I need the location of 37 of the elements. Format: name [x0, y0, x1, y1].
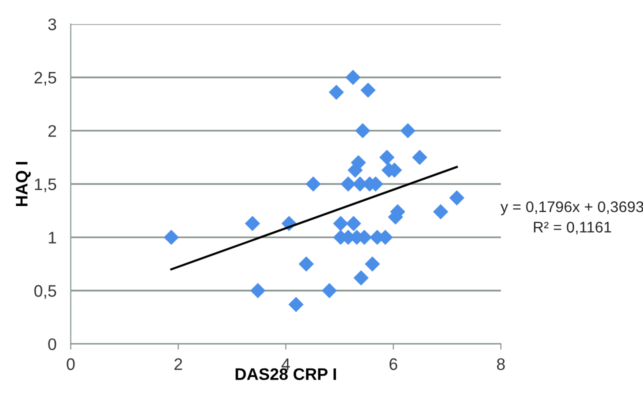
point [250, 283, 266, 298]
annotation: y = 0,1796x + 0,3693 [500, 201, 643, 216]
x-tick-label: 6 [390, 358, 398, 370]
point [328, 84, 344, 100]
point [345, 70, 361, 85]
y-tick-label: 0 [48, 338, 56, 350]
point [244, 216, 260, 232]
point [400, 123, 416, 138]
y-tick-label: 2 [48, 125, 56, 137]
x-tick-label: 2 [174, 358, 182, 370]
point [433, 204, 448, 220]
point [364, 256, 380, 272]
y-tick-label: 1 [48, 232, 56, 244]
point [322, 283, 337, 298]
point [449, 190, 464, 206]
point [306, 176, 321, 192]
point [360, 82, 376, 98]
point [164, 230, 179, 245]
x-tick-label: 4 [282, 358, 290, 370]
point [353, 270, 369, 286]
point [298, 256, 314, 272]
y-axis-title: HAQ I [16, 162, 31, 206]
x-tick-label: 0 [66, 358, 75, 370]
y-tick-label: 0,5 [34, 285, 56, 299]
point [412, 150, 428, 165]
point [340, 176, 356, 192]
y-tick-label: 3 [48, 18, 56, 30]
point [346, 216, 362, 232]
point [379, 150, 395, 165]
x-tick-label: 8 [496, 358, 505, 370]
point [288, 296, 304, 312]
point [333, 216, 348, 232]
text: R² = 0,1161 [534, 222, 612, 234]
x-axis-title: DAS28 CRP I [236, 368, 336, 380]
point [355, 123, 370, 138]
y-tick-label: 1,5 [34, 178, 56, 192]
y-tick-label: 2,5 [34, 72, 56, 86]
